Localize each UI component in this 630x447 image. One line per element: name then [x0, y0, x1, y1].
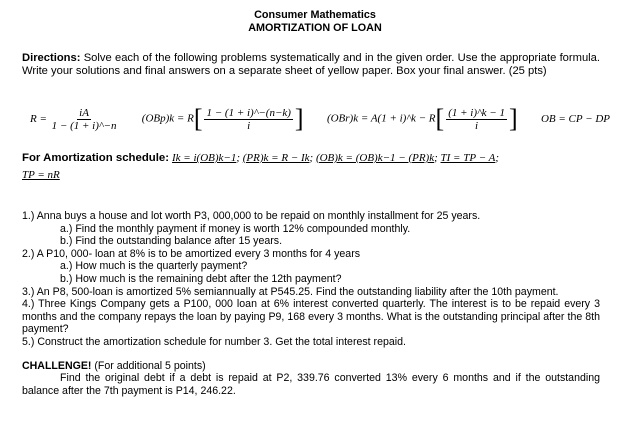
formula-outstanding-prospective: (OBp)k = R[1 − (1 + i)^−(n−k) i] — [141, 104, 304, 133]
formula-lhs: (OBp)k = R — [141, 112, 194, 125]
formula-text: TP = nR — [22, 169, 60, 181]
denominator: i — [475, 119, 479, 132]
problem-4: 4.) Three Kings Company gets a P100, 000… — [22, 298, 600, 336]
problem-number: 1.) — [22, 210, 35, 222]
formula-ob: OB = CP − DP — [540, 113, 610, 125]
directions-text: Solve each of the following problems sys… — [22, 52, 600, 77]
challenge-label: CHALLENGE! — [22, 359, 92, 372]
problem-number: 3.) — [22, 285, 35, 298]
problem-text: Find the monthly payment if money is wor… — [72, 222, 411, 235]
separator: ; — [309, 152, 314, 164]
problem-text: Anna buys a house and lot worth P3, 000,… — [34, 210, 481, 222]
denominator: i — [247, 119, 251, 132]
formula-principal-repaid: (PR)k = R − Ik — [242, 152, 310, 164]
problem-number: 2.) — [22, 247, 35, 260]
document-title: Consumer Mathematics — [254, 9, 376, 21]
problem-5: 5.) Construct the amortization schedule … — [22, 336, 600, 349]
formula-payment: R = iA 1 − (1 + i)^−n — [30, 107, 118, 132]
formula-outstanding-balance: (OB)k = (OB)k−1 − (PR)k — [315, 152, 435, 164]
formula-total-interest: TI = TP − A — [440, 152, 496, 164]
problem-number: 4.) — [22, 298, 35, 311]
problem-2b: b.) How much is the remaining debt after… — [60, 273, 600, 286]
challenge-note: (For additional 5 points) — [91, 359, 206, 372]
formula-interest: Ik = i(OB)k−1 — [172, 152, 237, 164]
challenge-heading: CHALLENGE! (For additional 5 points) — [22, 360, 600, 373]
problem-number: a.) — [60, 260, 73, 273]
problem-text: How much is the quarterly payment? — [72, 260, 248, 273]
problem-text: An P8, 500-loan is amortized 5% semiannu… — [34, 285, 559, 298]
problem-text: Find the outstanding balance after 15 ye… — [72, 235, 283, 248]
problem-text: Three Kings Company gets a P100, 000 loa… — [22, 298, 600, 336]
problem-number: b.) — [60, 235, 73, 248]
numerator: 1 − (1 + i)^−(n−k) — [204, 106, 293, 120]
formula-outstanding-retrospective: (OBr)k = A(1 + i)^k − R[(1 + i)^k − 1 i] — [326, 104, 518, 133]
problem-1: 1.) Anna buys a house and lot worth P3, … — [22, 210, 600, 223]
formula-total-payment: TP = nR — [22, 167, 600, 184]
problem-number: a.) — [60, 222, 73, 235]
formula-row: R = iA 1 − (1 + i)^−n (OBp)k = R[1 − (1 +… — [30, 104, 610, 134]
amortization-schedule-formulas: For Amortization schedule: Ik = i(OB)k−1… — [22, 150, 600, 184]
problem-1b: b.) Find the outstanding balance after 1… — [60, 235, 600, 248]
separator: ; — [434, 152, 438, 164]
problem-3: 3.) An P8, 500-loan is amortized 5% semi… — [22, 286, 600, 299]
formula-lhs: R = — [30, 112, 47, 125]
challenge-problem: Find the original debt if a debt is repa… — [22, 372, 600, 397]
numerator: (1 + i)^k − 1 — [446, 106, 507, 120]
problem-2: 2.) A P10, 000- loan at 8% is to be amor… — [22, 248, 600, 261]
problem-2a: a.) How much is the quarterly payment? — [60, 260, 600, 273]
schedule-label: For Amortization schedule: — [22, 152, 170, 164]
separator: ; — [236, 152, 240, 164]
separator: ; — [495, 152, 499, 164]
problem-list: 1.) Anna buys a house and lot worth P3, … — [22, 210, 600, 397]
problem-text: Construct the amortization schedule for … — [34, 335, 406, 348]
directions-label: Directions: — [22, 52, 81, 64]
directions: Directions: Solve each of the following … — [22, 52, 600, 77]
problem-number: 5.) — [22, 335, 35, 348]
numerator: iA — [77, 106, 91, 120]
denominator: 1 − (1 + i)^−n — [51, 119, 117, 132]
problem-number: b.) — [60, 272, 73, 285]
problem-text: A P10, 000- loan at 8% is to be amortize… — [34, 247, 361, 260]
document-subtitle: AMORTIZATION OF LOAN — [248, 22, 382, 34]
formula-lhs: (OBr)k = A(1 + i)^k − R — [326, 112, 436, 125]
problem-1a: a.) Find the monthly payment if money is… — [60, 223, 600, 236]
problem-text: How much is the remaining debt after the… — [72, 272, 342, 285]
